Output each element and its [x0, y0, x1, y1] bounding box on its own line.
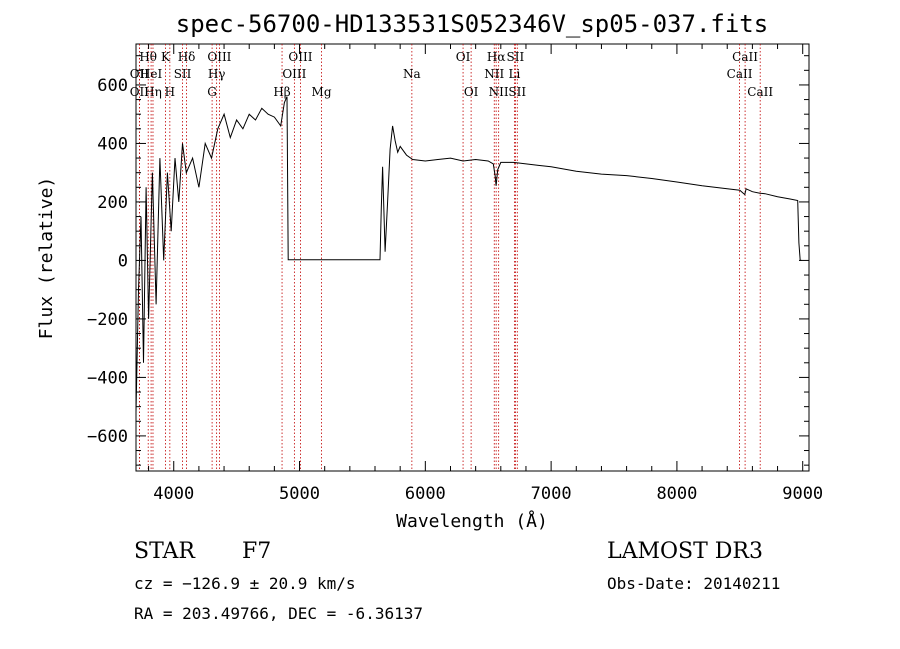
- line-label: H: [165, 85, 175, 99]
- y-tick-label: 600: [97, 76, 128, 96]
- spectral-line-markers: [138, 44, 761, 471]
- line-label: OI: [456, 50, 471, 64]
- x-tick-label: 9000: [782, 484, 823, 504]
- line-label: SII: [174, 67, 192, 81]
- cz-readout: cz = −126.9 ± 20.9 km/s: [134, 574, 356, 593]
- line-label: Mg: [312, 85, 332, 99]
- line-label: Hβ: [273, 85, 290, 99]
- line-label: Hγ: [208, 67, 226, 81]
- survey-label: LAMOST DR3: [607, 539, 763, 564]
- x-tick-label: 8000: [656, 484, 697, 504]
- axis-ticks: 4000 5000 6000 7000 8000 9000 −600 −400 −200 0 200…: [87, 44, 823, 504]
- line-label: OI: [464, 85, 479, 99]
- y-tick-label: −200: [87, 310, 128, 330]
- line-label: OIII: [288, 50, 312, 64]
- line-label: CaII: [732, 50, 758, 64]
- line-label: G: [207, 85, 217, 99]
- y-tick-label: 200: [97, 193, 128, 213]
- subclass-label: F7: [242, 539, 272, 564]
- x-tick-label: 4000: [153, 484, 194, 504]
- spectrum-chart: spec-56700-HD133531S052346V_sp05-037.fit…: [36, 10, 823, 532]
- plot-frame: [135, 43, 810, 472]
- line-label: OIII: [207, 50, 231, 64]
- line-label: Hα: [487, 50, 506, 64]
- chart-title: spec-56700-HD133531S052346V_sp05-037.fit…: [176, 10, 768, 38]
- y-tick-label: 0: [118, 251, 128, 271]
- line-label: Hδ: [178, 50, 196, 64]
- class-label: STAR: [134, 539, 195, 564]
- line-label: K: [161, 50, 171, 64]
- y-tick-label: −400: [87, 368, 128, 388]
- line-label: CaII: [747, 85, 773, 99]
- y-axis-label: Flux (relative): [36, 177, 57, 340]
- line-label: SII: [507, 50, 525, 64]
- line-label: OII: [130, 67, 150, 81]
- obs-date: Obs-Date: 20140211: [607, 574, 781, 593]
- line-label: Hθ: [139, 50, 157, 64]
- line-label: NII: [484, 67, 504, 81]
- x-tick-label: 6000: [405, 484, 446, 504]
- line-label: OIII: [282, 67, 306, 81]
- line-label: Hη: [144, 85, 162, 99]
- y-tick-label: −600: [87, 427, 128, 447]
- line-label: NII: [489, 85, 509, 99]
- line-label: Li: [508, 67, 520, 81]
- line-label: OII: [130, 85, 150, 99]
- line-label: SII: [508, 85, 526, 99]
- line-label: Na: [403, 67, 421, 81]
- y-tick-label: 400: [97, 134, 128, 154]
- line-label: HeI: [140, 67, 163, 81]
- coordinates-readout: RA = 203.49766, DEC = -6.36137: [134, 604, 423, 623]
- x-tick-label: 5000: [279, 484, 320, 504]
- x-axis-label: Wavelength (Å): [396, 510, 548, 532]
- spectrum-line: [135, 96, 802, 413]
- x-tick-label: 7000: [531, 484, 572, 504]
- line-label: CaII: [727, 67, 753, 81]
